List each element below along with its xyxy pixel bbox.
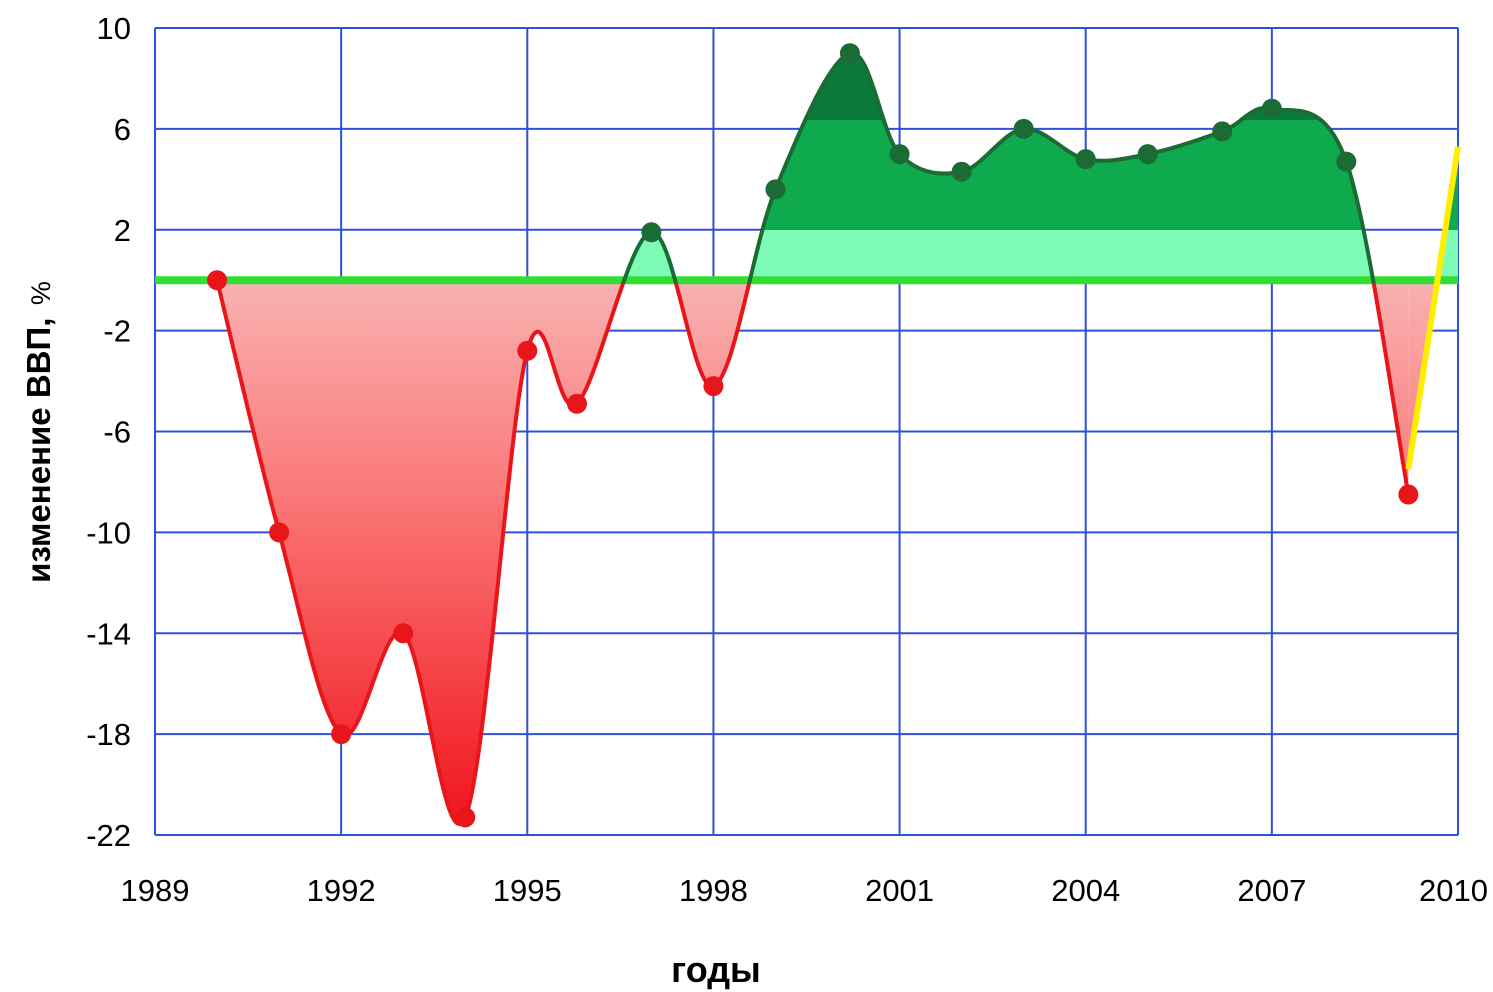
y-axis-title-main: изменение ВВП,	[20, 318, 57, 583]
x-tick-label: 1998	[679, 873, 748, 908]
forecast-positive-area-mid	[1445, 146, 1458, 230]
data-point	[703, 376, 724, 397]
data-point	[566, 393, 587, 414]
data-point	[455, 807, 476, 828]
data-point	[839, 43, 860, 64]
data-point	[207, 270, 228, 291]
data-point	[1336, 151, 1357, 172]
y-tick-label: 2	[114, 213, 131, 248]
data-point	[331, 724, 352, 745]
y-axis-title: изменение ВВП, %	[20, 281, 57, 583]
positive-area-mid	[762, 120, 1364, 230]
data-point	[765, 179, 786, 200]
data-point	[517, 340, 538, 361]
data-point	[269, 522, 290, 543]
y-axis-title-unit: %	[26, 281, 56, 305]
tick-labels: 10 6 2 -2 -6 -10 -14 -18 -22 1989 1992 1995 1998 2001…	[86, 11, 1488, 908]
y-tick-label: -22	[86, 818, 131, 853]
data-point	[889, 144, 910, 165]
data-points	[207, 43, 1419, 828]
x-tick-label: 2010	[1419, 873, 1488, 908]
forecast-line	[1405, 146, 1461, 470]
forecast-negative-area	[1408, 283, 1438, 495]
y-tick-label: -2	[103, 314, 131, 349]
positive-area-low	[217, 230, 1409, 283]
x-tick-label: 1992	[307, 873, 376, 908]
y-tick-label: -18	[86, 717, 131, 752]
y-tick-label: -10	[86, 515, 131, 550]
x-tick-label: 2007	[1237, 873, 1306, 908]
x-tick-label: 2001	[865, 873, 934, 908]
y-tick-label: 10	[97, 11, 131, 46]
x-tick-label: 2004	[1051, 873, 1120, 908]
y-tick-label: -6	[103, 415, 131, 450]
data-point	[1398, 484, 1419, 505]
data-point	[1212, 121, 1233, 142]
data-point	[1137, 144, 1158, 165]
x-tick-label: 1989	[121, 873, 190, 908]
x-tick-label: 1995	[493, 873, 562, 908]
y-tick-label: -14	[86, 616, 131, 651]
series-line-positive	[215, 51, 1376, 283]
data-point	[393, 623, 414, 644]
y-tick-label: 6	[114, 112, 131, 147]
x-axis-title: годы	[671, 949, 761, 990]
data-point	[641, 222, 662, 243]
data-point	[1075, 149, 1096, 170]
data-point	[951, 161, 972, 182]
data-point	[1013, 118, 1034, 139]
data-point	[1261, 98, 1282, 119]
